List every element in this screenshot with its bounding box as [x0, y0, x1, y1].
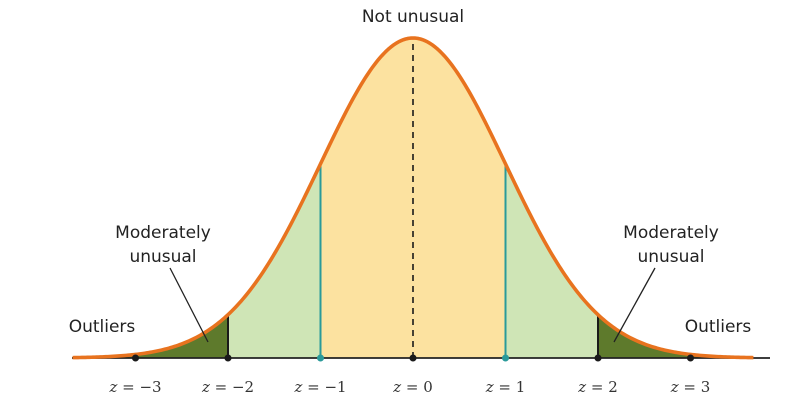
tick-variable: z [392, 378, 401, 396]
tick-value: = 3 [679, 378, 711, 396]
tick-dots [132, 354, 694, 362]
tick-label: z = 0 [392, 378, 433, 396]
tick-dot [409, 354, 417, 362]
label-moderately-left-line2: unusual [129, 247, 196, 267]
tick-value: = 2 [586, 378, 618, 396]
tick-label: z = 3 [670, 378, 711, 396]
tick-label: z = −3 [108, 378, 161, 396]
tick-dot [317, 354, 324, 362]
leader-line-moderately-left [169, 267, 209, 343]
tick-value: = 0 [401, 378, 433, 396]
tick-value: = −2 [210, 378, 254, 396]
tick-dot [224, 354, 232, 362]
tick-variable: z [201, 378, 210, 396]
label-moderately-left-line1: Moderately [115, 223, 211, 243]
tick-dot [132, 354, 139, 362]
label-outliers-right: Outliers [685, 317, 752, 337]
tick-variable: z [108, 378, 117, 396]
tick-dot [594, 354, 602, 362]
normal-curve [72, 36, 754, 360]
tick-label: z = −1 [293, 378, 346, 396]
tick-variable: z [485, 378, 494, 396]
region-outliers-right [598, 314, 754, 358]
label-not-unusual: Not unusual [362, 7, 464, 27]
tick-label: z = 1 [485, 378, 526, 396]
tick-variable: z [293, 378, 302, 396]
tick-value: = −1 [302, 378, 346, 396]
label-moderately-right-line2: unusual [637, 247, 704, 267]
region-outliers-left [72, 314, 228, 358]
tick-value: = −3 [117, 378, 161, 396]
tick-dot [502, 354, 509, 362]
tick-value: = 1 [494, 378, 526, 396]
tick-variable: z [670, 378, 679, 396]
label-outliers-left: Outliers [69, 317, 136, 337]
leader-line-moderately-right [613, 267, 656, 343]
tick-label: z = 2 [577, 378, 618, 396]
tick-dot [687, 354, 694, 362]
tick-variable: z [577, 378, 586, 396]
tick-label: z = −2 [201, 378, 254, 396]
label-moderately-right-line1: Moderately [623, 223, 719, 243]
